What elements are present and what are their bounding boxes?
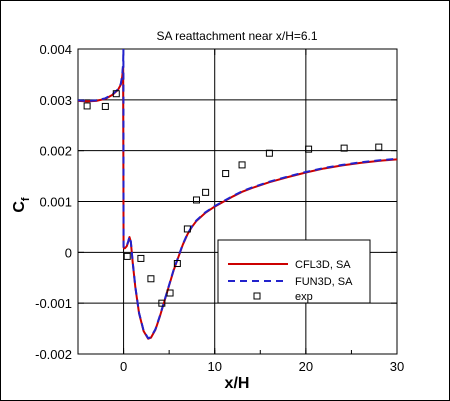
exp-point: [222, 170, 230, 178]
legend-marker-exp: [253, 292, 261, 300]
x-tick-label: 20: [299, 359, 313, 374]
exp-point: [83, 102, 91, 110]
exp-point: [112, 90, 120, 98]
exp-point: [183, 225, 191, 233]
grid: [78, 48, 398, 355]
tick-labels: 0 10 20 30 -0.002 -0.001 0 0.001 0.002 0.003 0.004: [35, 42, 404, 374]
y-axis-label-main: C: [11, 201, 28, 213]
exp-point: [340, 144, 348, 152]
legend: CFL3D, SA FUN3D, SA exp: [217, 239, 371, 304]
exp-point: [192, 196, 200, 204]
series-layer: [78, 49, 397, 340]
y-tick-label: 0.001: [39, 195, 72, 210]
exp-point: [101, 102, 109, 110]
legend-box: [217, 239, 371, 304]
exp-point: [166, 289, 174, 297]
chart-title: SA reattachment near x/H=6.1: [156, 29, 317, 43]
exp-point: [202, 188, 210, 196]
x-tick-label: 0: [120, 359, 127, 374]
exp-point: [173, 260, 181, 268]
y-tick-label: 0.003: [39, 93, 72, 108]
exp-point: [265, 149, 273, 157]
legend-label-exp: exp: [295, 291, 313, 303]
exp-point: [147, 275, 155, 283]
y-tick-label: -0.002: [35, 347, 72, 362]
legend-label-fun3d: FUN3D, SA: [295, 276, 353, 288]
exp-point: [305, 145, 313, 153]
y-tick-label: -0.001: [35, 296, 72, 311]
y-tick-label: 0.002: [39, 144, 72, 159]
x-axis-label: x/H: [225, 375, 250, 392]
ticks: [77, 48, 398, 355]
exp-point: [238, 161, 246, 169]
y-axis-label-sub: f: [20, 197, 32, 201]
y-tick-label: 0.004: [39, 42, 72, 57]
y-axis-label: Cf: [11, 197, 32, 213]
y-tick-label: 0: [65, 245, 72, 260]
x-tick-label: 10: [207, 359, 221, 374]
exp-point: [375, 143, 383, 151]
svg-text:Cf: Cf: [11, 197, 32, 213]
series-line-fun3d: [78, 49, 397, 340]
exp-point: [158, 299, 166, 307]
legend-label-cfl3d: CFL3D, SA: [295, 259, 351, 271]
x-tick-label: 30: [390, 359, 404, 374]
exp-point: [137, 254, 145, 262]
exp-point: [123, 252, 131, 260]
